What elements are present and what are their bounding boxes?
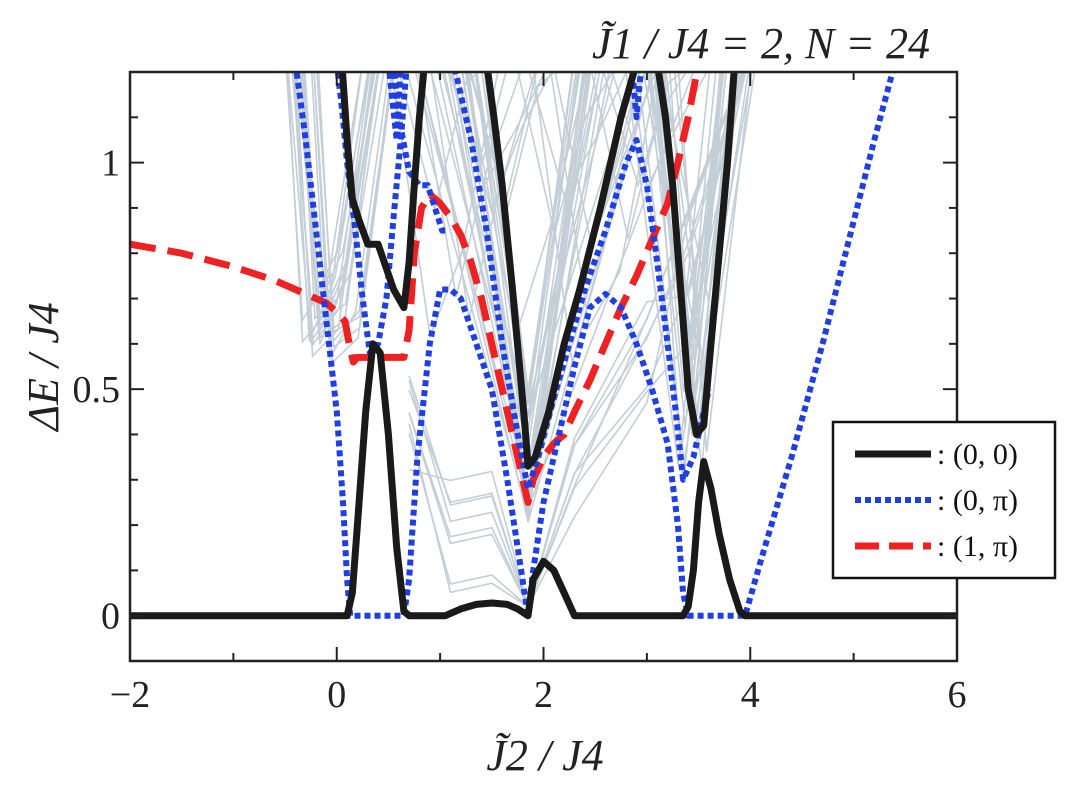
legend-label-s0pi: : (0, π) [937, 484, 1018, 517]
series-s1pi-line-0 [130, 72, 701, 506]
series-s0pi-line-2 [391, 72, 449, 234]
background-line-80 [590, 72, 688, 240]
legend-label-s1pi: : (1, π) [937, 530, 1018, 563]
background-line-85 [417, 72, 522, 297]
series-s0pi-line-3 [451, 72, 712, 492]
series-s0pi-line-5 [629, 72, 644, 121]
chart-title: J̃1 / J4 = 2, N = 24 [592, 19, 930, 68]
background-line-59 [653, 72, 753, 474]
background-line-41 [467, 72, 592, 521]
y-axis-label: ΔE / J4 [19, 302, 68, 432]
series-s00-line-1 [339, 72, 428, 312]
legend: : (0, 0) : (0, π) : (1, π) [831, 420, 1057, 580]
series-s00 [130, 72, 957, 620]
x-tick-label: 4 [741, 674, 760, 716]
background-line-88 [430, 72, 536, 319]
x-tick-label: 2 [534, 674, 553, 716]
tick-labels: −2 0 2 4 6 0 0.5 1 [73, 143, 967, 716]
background-line-12 [286, 72, 363, 344]
axes-frame [128, 70, 959, 663]
x-tick-label: −2 [110, 674, 150, 716]
y-tick-label: 0 [101, 596, 120, 638]
background-line-92 [468, 72, 540, 205]
background-line-70 [408, 72, 743, 610]
background-line-90 [533, 72, 641, 364]
background-line-20 [481, 72, 637, 418]
y-tick-label: 1 [101, 143, 120, 185]
series-s00-line-0 [130, 340, 957, 620]
background-line-62 [654, 72, 724, 436]
background-line-86 [391, 72, 499, 340]
x-axis-label: J̃2 / J4 [486, 731, 603, 780]
background-line-87 [398, 72, 481, 210]
x-tick-label: 0 [327, 674, 346, 716]
background-line-91 [528, 72, 628, 199]
background-line-93 [517, 72, 614, 234]
background-line-76 [611, 72, 708, 191]
background-line-83 [448, 72, 507, 166]
series-s0pi-line-4 [386, 72, 404, 143]
background-line-44 [465, 72, 616, 406]
background-line-5 [313, 72, 390, 361]
background-line-66 [669, 72, 756, 442]
background-line-17 [300, 72, 379, 333]
background-spectrum [285, 72, 756, 610]
y-tick-label: 0.5 [73, 369, 121, 411]
chart-titles: J̃1 / J4 = 2, N = 24 J̃2 / J4 ΔE / J4 [19, 19, 930, 780]
series-s00-line-2 [484, 72, 638, 470]
background-line-79 [554, 72, 657, 249]
plot-area [130, 72, 957, 620]
background-line-45 [474, 72, 601, 471]
series-s1pi [130, 72, 701, 506]
background-line-69 [408, 72, 743, 608]
legend-label-s00: : (0, 0) [937, 438, 1018, 471]
series-s00-line-3 [655, 72, 738, 438]
x-tick-label: 6 [948, 674, 967, 716]
